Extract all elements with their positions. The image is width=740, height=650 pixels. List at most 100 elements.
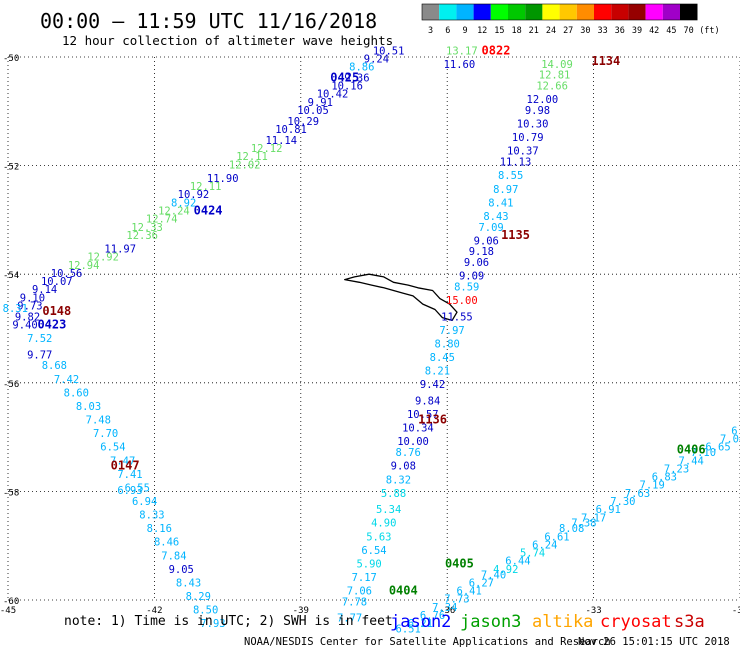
swh-value-label: 6.21 xyxy=(408,618,433,630)
swh-value-label: 12.81 xyxy=(539,70,571,82)
swh-value-label: 7.52 xyxy=(27,333,52,345)
swh-value-label: 11.13 xyxy=(500,157,532,169)
x-tick-label: -36 xyxy=(439,606,455,616)
swh-value-label: 7.23 xyxy=(664,463,689,475)
swh-value-label: 7.38 xyxy=(571,518,596,530)
swh-value-label: 10.00 xyxy=(397,436,429,448)
swh-value-label: 7.34 xyxy=(432,602,457,614)
swh-value-label: 10.42 xyxy=(317,89,349,101)
swh-value-label: 9.09 xyxy=(459,271,484,283)
y-tick-label: -52 xyxy=(3,163,19,173)
pass-time-label: 0405 xyxy=(445,556,474,570)
swh-value-label: 9.40 xyxy=(12,320,37,332)
swh-value-label: 12.11 xyxy=(190,181,222,193)
y-tick-label: -58 xyxy=(3,488,19,498)
swh-value-label: 9.91 xyxy=(308,97,333,109)
swh-value-label: 8.86 xyxy=(349,62,374,74)
swh-value-label: 6.44 xyxy=(505,556,530,568)
swh-value-label: 12.33 xyxy=(131,222,163,234)
swh-value-label: 8.16 xyxy=(147,523,172,535)
swh-value-label: 12.74 xyxy=(146,214,178,226)
swh-value-label: 4.90 xyxy=(371,518,396,530)
colorbar-label: 6 xyxy=(445,26,450,36)
satellite-name: jason3 xyxy=(460,612,521,632)
colorbar-swatch xyxy=(456,4,474,20)
y-tick-label: -50 xyxy=(3,54,19,64)
swh-value-label: 7.06 xyxy=(347,586,372,598)
colorbar-label: 15 xyxy=(494,26,504,36)
swh-value-label: 8.92 xyxy=(171,197,196,209)
swh-value-label: 10.34 xyxy=(402,423,434,435)
swh-value-label: 6.54 xyxy=(361,545,386,557)
swh-value-label: 10.16 xyxy=(331,81,363,93)
swh-value-label: 7.30 xyxy=(610,496,635,508)
x-tick-label: -33 xyxy=(585,606,601,616)
swh-value-label: 8.45 xyxy=(430,352,455,364)
pass-time-label: 0423 xyxy=(37,318,66,332)
swh-value-label: 6.41 xyxy=(457,586,482,598)
colorbar-label: 42 xyxy=(649,26,659,36)
swh-value-label: 8.03 xyxy=(76,401,101,413)
swh-value-label: 7.77 xyxy=(337,613,362,625)
swh-value-label: 10.30 xyxy=(517,119,549,131)
swh-value-label: 9.06 xyxy=(464,257,489,269)
coastline-south-georgia xyxy=(344,273,458,322)
swh-value-label: 12.12 xyxy=(251,143,283,155)
swh-value-label: 10.51 xyxy=(373,45,405,57)
colorbar-swatch xyxy=(490,4,508,20)
satellite-name: altika xyxy=(532,612,593,632)
credit-text: NOAA/NESDIS Center for Satellite Applica… xyxy=(244,636,611,648)
colorbar-swatch xyxy=(542,4,560,20)
swh-value-label: 6.83 xyxy=(652,472,677,484)
swh-value-label: 7.63 xyxy=(625,488,650,500)
swh-value-label: 9.24 xyxy=(364,53,389,65)
swh-value-label: 9.06 xyxy=(474,235,499,247)
swh-value-label: 11.55 xyxy=(441,311,473,323)
colorbar-label: 70 xyxy=(683,26,693,36)
swh-value-label: 9.42 xyxy=(420,379,445,391)
swh-value-label: 8.08 xyxy=(559,523,584,535)
swh-value-label: 12.36 xyxy=(126,230,158,242)
pass-time-label: 0822 xyxy=(482,43,511,57)
colorbar-swatch xyxy=(594,4,612,20)
swh-value-label: 5.63 xyxy=(366,531,391,543)
swh-value-label: 8.80 xyxy=(435,339,460,351)
swh-value-label: 10.05 xyxy=(297,105,329,117)
x-tick-label: -30 xyxy=(732,606,740,616)
swh-value-label: 6. xyxy=(731,425,740,437)
swh-value-label: 4.92 xyxy=(493,564,518,576)
swh-value-label: 9.05 xyxy=(169,564,194,576)
swh-value-label: 6.51 xyxy=(396,624,421,636)
swh-value-label: 14.09 xyxy=(541,59,573,71)
swh-value-label: 7.70 xyxy=(93,428,118,440)
swh-value-label: 7.04 xyxy=(720,434,740,446)
swh-value-label: 8.43 xyxy=(483,211,508,223)
swh-value-label: 6.61 xyxy=(544,531,569,543)
pass-time-label: 0404 xyxy=(389,584,418,598)
swh-value-label: 8.33 xyxy=(139,510,164,522)
swh-value-label: 8.55 xyxy=(498,170,523,182)
swh-value-label: 5.34 xyxy=(376,504,401,516)
swh-value-label: 9.77 xyxy=(27,349,52,361)
swh-value-label: 9.14 xyxy=(32,284,57,296)
swh-value-label: 8.32 xyxy=(386,474,411,486)
swh-value-label: 11.97 xyxy=(104,243,136,255)
swh-value-label: 8.59 xyxy=(454,281,479,293)
plot-area: -45 -42 -39 -36 -33 -30 -50 -52 -54 -56 -58 -60 10.5… xyxy=(0,43,740,636)
colorbar-swatch xyxy=(508,4,526,20)
colorbar-label: 27 xyxy=(563,26,573,36)
swh-value-label: 7.09 xyxy=(478,222,503,234)
swh-value-label: 7.41 xyxy=(117,469,142,481)
colorbar-swatch xyxy=(559,4,577,20)
swh-value-label: 8.50 xyxy=(193,605,218,617)
swh-value-label: 13.17 xyxy=(446,45,478,57)
swh-value-label: 6.24 xyxy=(532,539,557,551)
swh-value-label: 7.47 xyxy=(110,455,135,467)
pass-time-label: 0147 xyxy=(111,459,140,473)
swh-value-label: 6.91 xyxy=(596,504,621,516)
swh-value-label: 10.81 xyxy=(275,124,307,136)
swh-value-label: 12.92 xyxy=(87,252,119,264)
colorbar-swatch xyxy=(422,4,440,20)
swh-value-label: 10.57 xyxy=(407,409,439,421)
